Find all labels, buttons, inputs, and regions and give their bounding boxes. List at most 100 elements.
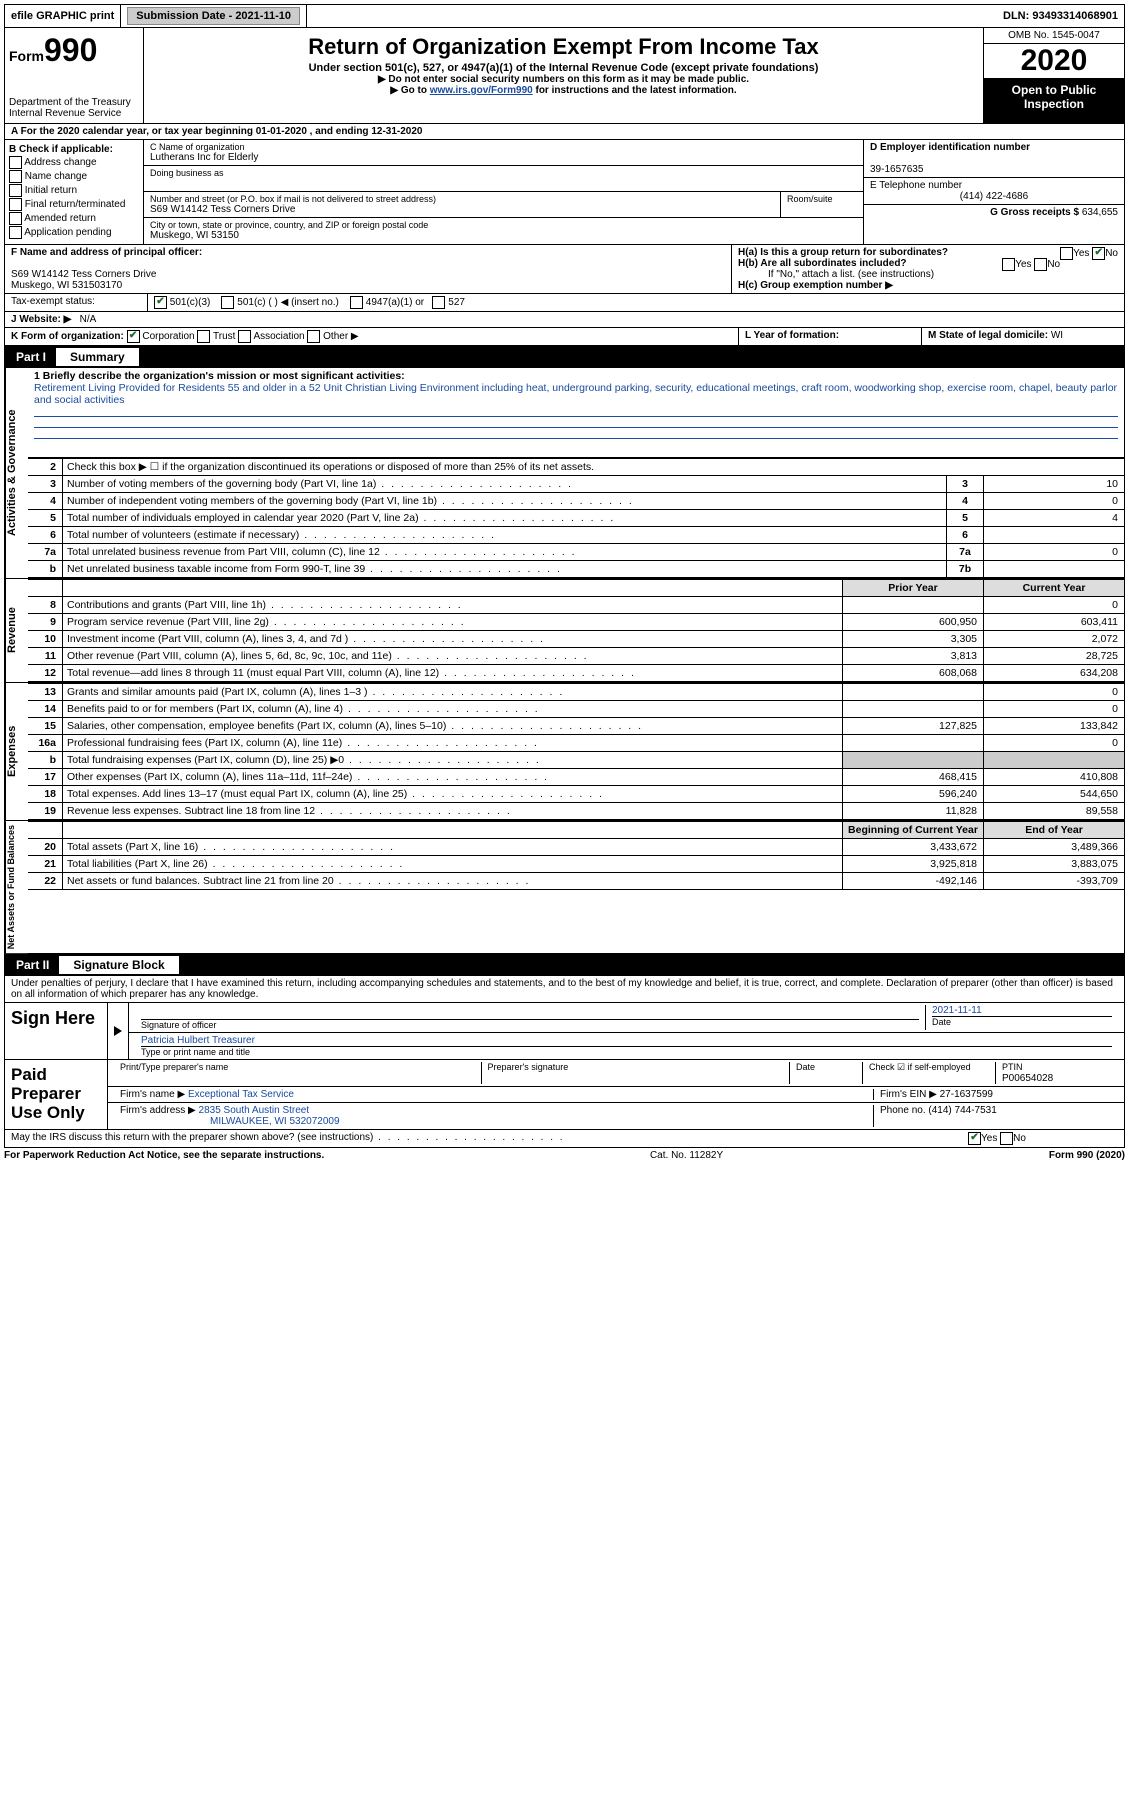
right-column: D Employer identification number 39-1657…	[863, 140, 1124, 244]
check-association[interactable]	[238, 330, 251, 343]
check-4947[interactable]	[350, 296, 363, 309]
dba-label: Doing business as	[150, 168, 857, 178]
preparer-sig-label: Preparer's signature	[488, 1062, 569, 1072]
form-reference: Form 990 (2020)	[1049, 1150, 1125, 1161]
firm-addr2: MILWAUKEE, WI 532072009	[120, 1116, 340, 1127]
state-domicile-label: M State of legal domicile:	[928, 330, 1048, 341]
form-number: Form990	[9, 32, 139, 69]
state-domicile-value: WI	[1051, 330, 1063, 341]
self-employed-check[interactable]: Check ☑ if self-employed	[863, 1062, 996, 1084]
subtitle-2: ▶ Do not enter social security numbers o…	[148, 74, 979, 85]
h-a: H(a) Is this a group return for subordin…	[738, 247, 1118, 258]
subtitle-3: ▶ Go to www.irs.gov/Form990 for instruct…	[148, 85, 979, 96]
website-value: N/A	[80, 314, 97, 325]
paperwork-notice: For Paperwork Reduction Act Notice, see …	[4, 1150, 324, 1161]
catalog-number: Cat. No. 11282Y	[324, 1150, 1049, 1161]
officer-name: Patricia Hulbert Treasurer	[141, 1035, 255, 1046]
check-501c[interactable]	[221, 296, 234, 309]
room-suite-label: Room/suite	[781, 192, 863, 217]
officer-addr2: Muskego, WI 531503170	[11, 280, 122, 291]
department-label: Department of the Treasury Internal Reve…	[9, 97, 139, 119]
section-revenue: Revenue Prior YearCurrent Year8Contribut…	[4, 579, 1125, 683]
ein-label: D Employer identification number	[870, 142, 1030, 153]
section-netassets: Net Assets or Fund Balances Beginning of…	[4, 821, 1125, 954]
penalty-statement: Under penalties of perjury, I declare th…	[4, 976, 1125, 1003]
box-b: B Check if applicable: Address change Na…	[5, 140, 144, 244]
dln-label: DLN: 93493314068901	[997, 5, 1124, 27]
row-f-h: F Name and address of principal officer:…	[4, 245, 1125, 294]
ptin-label: PTIN	[1002, 1062, 1023, 1072]
section-expenses: Expenses 13Grants and similar amounts pa…	[4, 683, 1125, 821]
phone-value: (414) 422-4686	[870, 191, 1118, 202]
tax-year: 2020	[984, 44, 1124, 79]
form-title: Return of Organization Exempt From Incom…	[148, 34, 979, 60]
info-block: B Check if applicable: Address change Na…	[4, 140, 1125, 245]
firm-name-label: Firm's name ▶	[120, 1089, 185, 1100]
check-corporation[interactable]	[127, 330, 140, 343]
table-governance: 2Check this box ▶ ☐ if the organization …	[28, 458, 1124, 578]
side-label-netassets: Net Assets or Fund Balances	[5, 821, 28, 953]
firm-phone: (414) 744-7531	[928, 1105, 996, 1116]
check-other[interactable]	[307, 330, 320, 343]
ein-value: 39-1657635	[870, 164, 923, 175]
row-i-status: Tax-exempt status: 501(c)(3) 501(c) ( ) …	[4, 294, 1125, 312]
subtitle-1: Under section 501(c), 527, or 4947(a)(1)…	[148, 62, 979, 74]
check-name-change[interactable]: Name change	[9, 170, 139, 183]
firm-phone-label: Phone no.	[880, 1105, 926, 1116]
instructions-link[interactable]: www.irs.gov/Form990	[430, 85, 533, 96]
top-bar: efile GRAPHIC print Submission Date - 20…	[4, 4, 1125, 28]
phone-label: E Telephone number	[870, 180, 962, 191]
check-app-pending[interactable]: Application pending	[9, 226, 139, 239]
check-address-change[interactable]: Address change	[9, 156, 139, 169]
ptin-value: P00654028	[1002, 1073, 1053, 1084]
table-expenses: 13Grants and similar amounts paid (Part …	[28, 683, 1124, 820]
sig-date: 2021-11-11	[932, 1005, 1112, 1016]
irs-no[interactable]	[1000, 1132, 1013, 1145]
table-netassets: Beginning of Current YearEnd of Year20To…	[28, 821, 1124, 890]
street-address: S69 W14142 Tess Corners Drive	[150, 204, 774, 215]
side-label-governance: Activities & Governance	[5, 368, 28, 578]
mission-text: Retirement Living Provided for Residents…	[34, 382, 1117, 406]
firm-addr-label: Firm's address ▶	[120, 1105, 196, 1116]
form-org-label: K Form of organization:	[11, 331, 124, 342]
officer-name-label: Type or print name and title	[141, 1046, 1112, 1057]
check-final-return[interactable]: Final return/terminated	[9, 198, 139, 211]
irs-discuss-label: May the IRS discuss this return with the…	[5, 1130, 962, 1147]
submission-date-button[interactable]: Submission Date - 2021-11-10	[127, 7, 300, 25]
irs-yes[interactable]	[968, 1132, 981, 1145]
h-b-note: If "No," attach a list. (see instruction…	[738, 269, 1118, 280]
website-label: J Website: ▶	[11, 314, 71, 325]
header-middle: Return of Organization Exempt From Incom…	[144, 28, 983, 123]
irs-discuss-row: May the IRS discuss this return with the…	[4, 1130, 1125, 1148]
gross-receipts-value: 634,655	[1082, 207, 1118, 218]
check-trust[interactable]	[197, 330, 210, 343]
city-state-zip: Muskego, WI 53150	[150, 230, 857, 241]
paid-preparer-label: Paid Preparer Use Only	[5, 1060, 108, 1129]
side-label-revenue: Revenue	[5, 579, 28, 682]
preparer-name-label: Print/Type preparer's name	[120, 1062, 228, 1072]
check-527[interactable]	[432, 296, 445, 309]
box-b-title: B Check if applicable:	[9, 144, 113, 155]
omb-number: OMB No. 1545-0047	[984, 28, 1124, 44]
org-name-label: C Name of organization	[150, 142, 857, 152]
check-initial-return[interactable]: Initial return	[9, 184, 139, 197]
open-to-public: Open to Public Inspection	[984, 79, 1124, 123]
row-k-l-m: K Form of organization: Corporation Trus…	[4, 328, 1125, 346]
mission-label: 1 Briefly describe the organization's mi…	[34, 370, 405, 382]
part-1-header: Part I Summary	[4, 346, 1125, 368]
sig-officer-label: Signature of officer	[141, 1019, 919, 1030]
box-c: C Name of organization Lutherans Inc for…	[144, 140, 863, 244]
date-label: Date	[932, 1016, 1112, 1027]
city-label: City or town, state or province, country…	[150, 220, 857, 230]
org-name: Lutherans Inc for Elderly	[150, 152, 857, 163]
tax-exempt-label: Tax-exempt status:	[5, 294, 148, 311]
pointer-icon	[114, 1026, 122, 1036]
row-j-website: J Website: ▶ N/A	[4, 312, 1125, 328]
part-2-header: Part II Signature Block	[4, 954, 1125, 976]
check-amended[interactable]: Amended return	[9, 212, 139, 225]
year-formation-label: L Year of formation:	[745, 330, 839, 341]
sign-here-label: Sign Here	[5, 1003, 108, 1059]
page-footer: For Paperwork Reduction Act Notice, see …	[4, 1148, 1125, 1163]
addr-label: Number and street (or P.O. box if mail i…	[150, 194, 774, 204]
check-501c3[interactable]	[154, 296, 167, 309]
